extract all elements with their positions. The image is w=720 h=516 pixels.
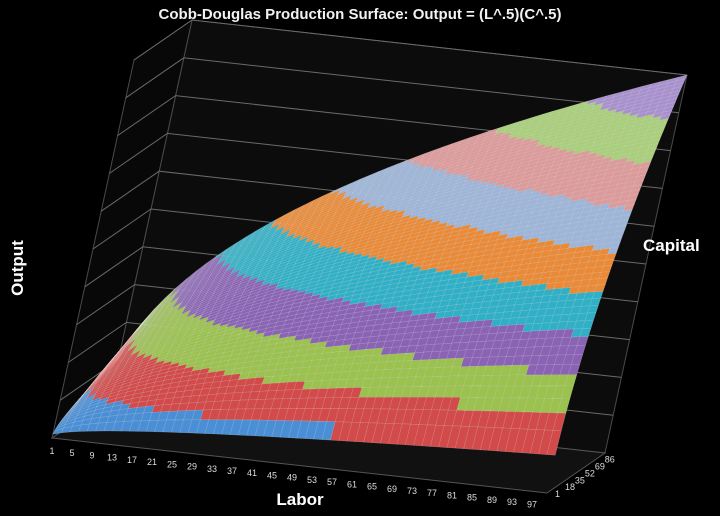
surface-cell [662,105,675,113]
x-tick-label: 45 [267,470,277,480]
x-tick-label: 13 [107,453,117,463]
z-tick-label: 52 [585,468,595,478]
y-axis-label: Output [7,240,27,296]
x-tick-label: 53 [307,475,317,485]
surface-cell [659,114,671,121]
x-axis-label: Labor [276,490,324,509]
surface-cell [617,219,629,227]
x-tick-label: 5 [69,448,74,458]
surface-cell [655,122,668,129]
x-tick-label: 49 [287,473,297,483]
surface-cell [671,86,683,93]
x-tick-label: 1 [49,446,54,456]
surface-cell [657,118,669,125]
surface-cell [661,109,673,117]
surface-cell [634,174,646,182]
surface-mesh [52,74,688,456]
gridline [125,57,679,114]
surface-cell [636,170,648,177]
z-tick-label: 86 [605,455,615,465]
x-tick-label: 29 [187,462,197,472]
surface-cell [648,139,661,146]
surface-cell [627,194,639,201]
surface-cell [650,134,662,142]
surface-cell [669,90,681,97]
chart-title: Cobb-Douglas Production Surface: Output … [158,6,562,23]
surface-cell [615,224,627,233]
z-tick-label: 69 [595,462,605,472]
x-tick-label: 17 [127,455,137,465]
surface-cell [672,82,685,89]
surface-cell [664,101,676,109]
surface-cell [652,130,664,138]
z-tick-label: 35 [575,475,585,485]
surface-cell [630,184,643,192]
surface-cell [623,204,635,211]
surface-cell [625,199,637,206]
x-tick-label: 21 [147,457,157,467]
x-tick-label: 41 [247,468,257,478]
x-tick-label: 61 [347,479,357,489]
surface-cell [676,74,688,82]
x-tick-label: 37 [227,466,237,476]
x-tick-label: 57 [327,477,337,487]
depth-axis-label: Capital [643,236,700,255]
x-tick-label: 25 [167,459,177,469]
gridline [133,19,688,76]
surface-cell [666,97,678,105]
surface-cell [645,147,657,155]
x-tick-label: 9 [89,450,94,460]
x-tick-label: 33 [207,464,217,474]
surface-cell [643,152,655,159]
